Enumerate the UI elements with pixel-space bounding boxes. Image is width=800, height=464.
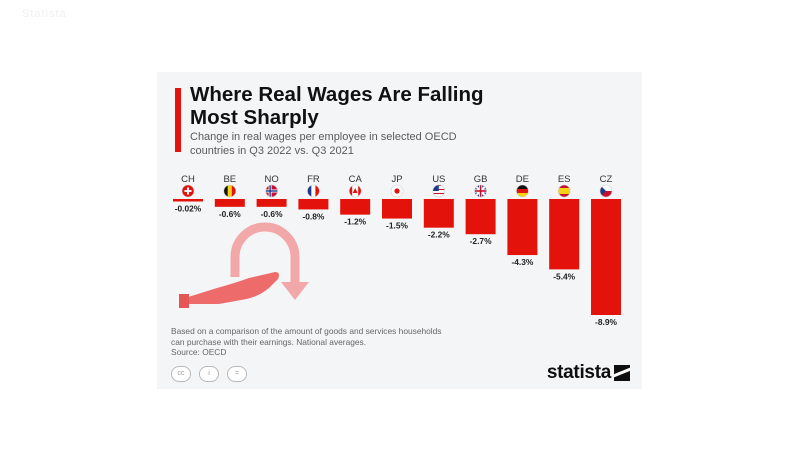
falling-wages-illustration — [179, 222, 309, 308]
down-arrow-icon — [230, 222, 300, 282]
flag-ch-icon — [181, 184, 195, 198]
bar-be[interactable] — [214, 199, 245, 207]
footnote-source: Source: OECD — [171, 347, 227, 357]
category-label-es: ES — [558, 174, 571, 185]
bar-gb[interactable] — [465, 199, 496, 235]
share-button[interactable]: = — [227, 366, 247, 382]
category-label-ca: CA — [349, 174, 363, 185]
value-label-no: -0.6% — [261, 209, 283, 219]
statista-logo-text: statista — [546, 362, 611, 383]
bar-fr[interactable] — [298, 199, 329, 210]
statista-watermark: Statista — [22, 8, 67, 20]
chart-subtitle-line1: Change in real wages per employee in sel… — [190, 131, 457, 143]
flag-de-icon — [516, 184, 529, 198]
category-label-ch: CH — [181, 174, 195, 185]
hand-cuff-icon — [179, 294, 189, 308]
value-label-fr: -0.8% — [302, 211, 324, 221]
title-accent-bar — [175, 88, 181, 152]
chart-title-line2: Most Sharply — [190, 106, 319, 129]
bar-de[interactable] — [507, 199, 538, 256]
flag-be-icon — [223, 184, 237, 198]
bar-chart: CH -0.02% BE -0.6% NO -0.6% FR -0.8% CA -1.2% JP -1… — [173, 174, 621, 327]
value-label-gb: -2.7% — [470, 236, 492, 246]
arrow-head-icon — [281, 282, 309, 300]
flag-fr-icon — [307, 184, 320, 198]
chart-subtitle: Change in real wages per employee in sel… — [190, 130, 630, 158]
bar-ch[interactable] — [173, 199, 203, 202]
flag-ca-icon — [348, 184, 362, 198]
bar-jp[interactable] — [382, 199, 412, 219]
infographic-card: Where Real Wages Are Falling Most Sharpl… — [157, 72, 642, 389]
value-label-ch: -0.02% — [175, 204, 202, 214]
flag-gb-icon — [474, 184, 487, 198]
category-label-us: US — [432, 174, 445, 185]
bar-es[interactable] — [549, 199, 580, 270]
category-label-be: BE — [223, 174, 236, 185]
category-label-fr: FR — [307, 174, 320, 185]
value-label-ca: -1.2% — [344, 217, 366, 227]
footnote: Based on a comparison of the amount of g… — [171, 326, 621, 358]
statista-logo[interactable]: statista — [547, 362, 630, 384]
creative-commons-button[interactable]: cc — [171, 366, 191, 382]
category-label-de: DE — [516, 174, 529, 185]
bar-us[interactable] — [423, 199, 454, 228]
chart-subtitle-line2: countries in Q3 2022 vs. Q3 2021 — [190, 145, 354, 157]
value-label-be: -0.6% — [219, 209, 241, 219]
chart-title: Where Real Wages Are Falling Most Sharpl… — [190, 83, 630, 129]
flag-no-icon — [265, 184, 278, 198]
flag-cz-icon — [599, 184, 613, 198]
info-button[interactable]: i — [199, 366, 219, 382]
value-label-us: -2.2% — [428, 230, 450, 240]
category-label-gb: GB — [474, 174, 488, 185]
footnote-line2: can purchase with their earnings. Nation… — [171, 336, 367, 347]
flag-us-icon — [432, 184, 446, 198]
category-label-no: NO — [264, 174, 278, 185]
value-label-es: -5.4% — [553, 271, 575, 281]
category-label-jp: JP — [391, 174, 402, 185]
category-label-cz: CZ — [600, 174, 613, 185]
chart-title-line1: Where Real Wages Are Falling — [190, 83, 484, 106]
bar-ca[interactable] — [340, 199, 371, 215]
hand-icon — [185, 272, 279, 304]
value-label-jp: -1.5% — [386, 221, 408, 231]
statista-logo-icon — [614, 365, 630, 381]
flag-jp-icon — [390, 184, 404, 198]
footnote-line1: Based on a comparison of the amount of g… — [171, 326, 442, 336]
flag-es-icon — [557, 184, 571, 198]
bar-no[interactable] — [256, 199, 287, 207]
bar-cz[interactable] — [591, 199, 621, 315]
value-label-cz: -8.9% — [595, 317, 617, 327]
bars-group: CH -0.02% BE -0.6% NO -0.6% FR -0.8% CA -1.2% JP -1… — [173, 174, 621, 327]
value-label-de: -4.3% — [511, 257, 533, 267]
